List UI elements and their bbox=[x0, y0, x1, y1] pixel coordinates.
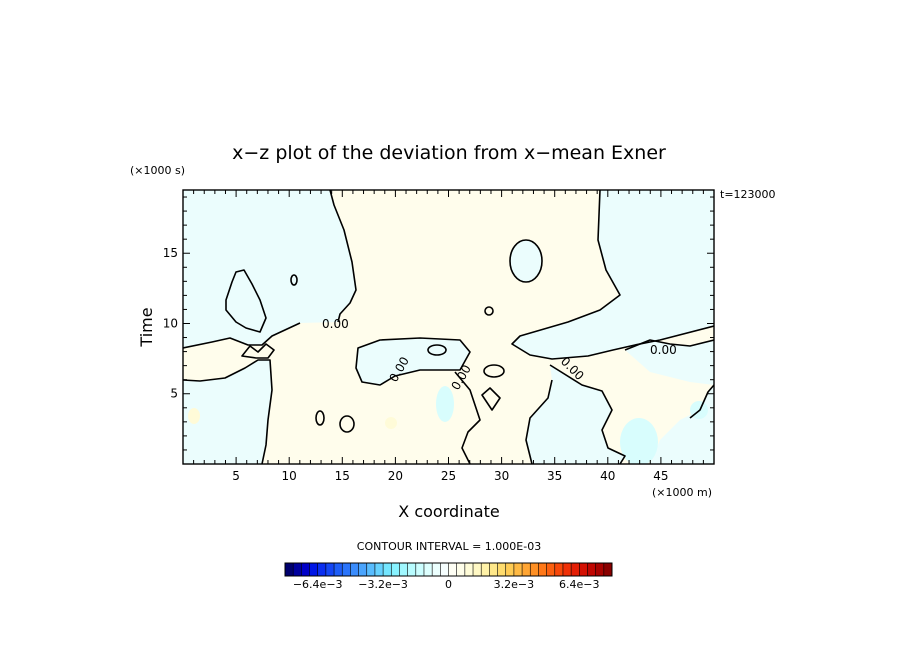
region-negative-lower-right bbox=[526, 365, 625, 464]
y-tick-label: 5 bbox=[170, 387, 178, 401]
colorbar-swatch bbox=[407, 563, 417, 576]
colorbar-swatch bbox=[350, 563, 359, 576]
colorbar-label: 3.2e−3 bbox=[494, 578, 534, 591]
contour-small-4 bbox=[483, 364, 505, 378]
colorbar-swatch bbox=[285, 563, 294, 576]
region-negative-center bbox=[356, 338, 470, 385]
colorbar-swatch bbox=[513, 563, 523, 576]
contour-left-upper bbox=[183, 190, 357, 349]
x-tick-label: 35 bbox=[547, 469, 562, 483]
colorbar-swatch bbox=[489, 563, 498, 576]
colorbar-label: 0 bbox=[445, 578, 452, 591]
colorbar-swatch bbox=[374, 563, 384, 576]
region-negative-right-edge bbox=[625, 340, 714, 464]
colorbar-swatch bbox=[587, 563, 596, 576]
contour-interval-label: CONTOUR INTERVAL = 1.000E-03 bbox=[357, 540, 541, 553]
colorbar-swatch bbox=[383, 563, 392, 576]
colorbar-frame bbox=[284, 562, 613, 577]
colorbar-swatch bbox=[546, 563, 556, 576]
colorbar-swatch bbox=[595, 563, 605, 576]
region-strong-negative-2 bbox=[620, 418, 658, 464]
x-tick-label: 45 bbox=[653, 469, 668, 483]
contour-small-2 bbox=[315, 410, 325, 426]
x-unit-label: (×1000 m) bbox=[652, 486, 712, 499]
contour-label: 0.00 bbox=[650, 343, 677, 357]
colorbar-swatch bbox=[554, 563, 564, 576]
colorbar-swatch bbox=[603, 563, 613, 576]
colorbar-swatch bbox=[562, 563, 572, 576]
region-positive-spot-1 bbox=[188, 408, 200, 424]
colorbar-swatch bbox=[497, 563, 507, 576]
contour-right-edge bbox=[624, 339, 714, 419]
x-tick-label: 10 bbox=[282, 469, 297, 483]
plot-area: 0.00 0.00 0.00 0.00 0.00 5 10 15 20 25 30 35 40… bbox=[163, 189, 715, 483]
contour-left-lower bbox=[183, 359, 273, 464]
contour-lines bbox=[183, 190, 714, 464]
contour-blob-top bbox=[509, 239, 543, 283]
colorbar-swatch bbox=[571, 563, 580, 576]
colorbar: −6.4e−3 −3.2e−3 0 3.2e−3 6.4e−3 bbox=[284, 562, 613, 591]
colorbar-swatch bbox=[423, 563, 433, 576]
colorbar-swatch bbox=[522, 563, 531, 576]
y-tick-label: 15 bbox=[163, 246, 178, 260]
contour-left-cluster bbox=[225, 269, 267, 333]
x-tick-label: 20 bbox=[388, 469, 403, 483]
contour-small-7 bbox=[241, 343, 275, 359]
x-tick-label: 25 bbox=[441, 469, 456, 483]
colorbar-swatch bbox=[415, 563, 425, 576]
x-tick-label: 30 bbox=[494, 469, 509, 483]
colorbar-swatch bbox=[538, 563, 547, 576]
colorbar-swatch bbox=[334, 563, 343, 576]
colorbar-swatch bbox=[391, 563, 400, 576]
colorbar-swatch bbox=[293, 563, 302, 576]
colorbar-swatch bbox=[440, 563, 449, 576]
axis-ticks: 5 10 15 20 25 30 35 40 45 5 10 15 bbox=[163, 190, 714, 483]
chart-title: x−z plot of the deviation from x−mean Ex… bbox=[232, 142, 666, 164]
contour-label: 0.00 bbox=[322, 317, 349, 331]
colorbar-swatch bbox=[342, 563, 351, 576]
colorbar-swatch bbox=[448, 563, 457, 576]
timestamp-label: t=123000 bbox=[720, 188, 776, 201]
colorbar-swatch bbox=[432, 563, 441, 576]
colorbar-label: 6.4e−3 bbox=[559, 578, 599, 591]
colorbar-label: −6.4e−3 bbox=[293, 578, 343, 591]
region-negative-upper-right bbox=[512, 190, 714, 359]
colorbar-swatch bbox=[579, 563, 588, 576]
contour-small-6 bbox=[484, 306, 494, 316]
x-tick-label: 40 bbox=[600, 469, 615, 483]
colorbar-swatch bbox=[473, 563, 482, 576]
colorbar-swatch bbox=[456, 563, 466, 576]
colorbar-swatch bbox=[481, 563, 490, 576]
colorbar-swatch bbox=[505, 563, 515, 576]
region-negative-lower-left bbox=[183, 360, 272, 464]
contour-small-1 bbox=[339, 415, 355, 433]
colorbar-swatch bbox=[317, 563, 327, 576]
y-unit-label: (×1000 s) bbox=[130, 164, 185, 177]
colorbar-swatch bbox=[464, 563, 474, 576]
colorbar-swatch bbox=[358, 563, 368, 576]
colorbar-label: −3.2e−3 bbox=[358, 578, 408, 591]
x-tick-label: 5 bbox=[232, 469, 240, 483]
colorbar-swatch bbox=[530, 563, 539, 576]
contour-small-5 bbox=[290, 274, 298, 286]
x-tick-label: 15 bbox=[335, 469, 350, 483]
colorbar-swatch bbox=[399, 563, 408, 576]
region-strong-negative-1 bbox=[436, 386, 454, 422]
y-tick-label: 10 bbox=[163, 316, 178, 330]
x-axis-label: X coordinate bbox=[398, 502, 499, 521]
colorbar-swatch bbox=[366, 563, 376, 576]
colorbar-swatch bbox=[301, 563, 310, 576]
contour-center-right bbox=[454, 371, 501, 464]
contour-right-upper bbox=[511, 190, 714, 360]
y-axis-label: Time bbox=[137, 307, 156, 347]
contour-center bbox=[355, 337, 471, 386]
colorbar-swatch bbox=[309, 563, 318, 576]
contour-right-middle bbox=[525, 364, 626, 464]
region-positive-spot-2 bbox=[385, 417, 397, 429]
region-negative-blob-top bbox=[510, 240, 542, 282]
contour-small-3 bbox=[427, 344, 447, 356]
colorbar-swatch bbox=[325, 563, 335, 576]
